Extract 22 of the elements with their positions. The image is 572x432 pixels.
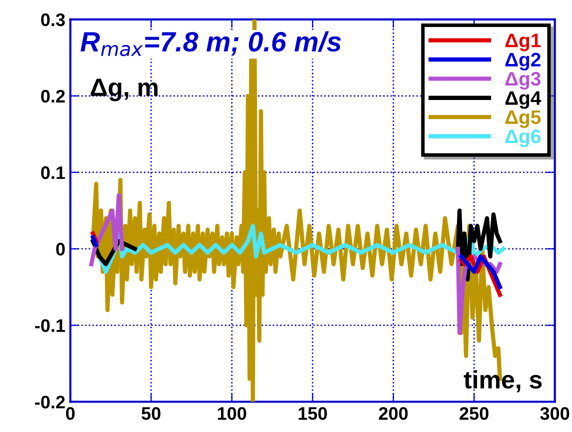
y-tick-label: 0.2 <box>41 90 65 103</box>
legend-label: Δg2 <box>505 52 540 70</box>
annotation: R$_{max}$=7.8 m; 0.6 m/s <box>80 31 341 56</box>
y-tick-label: 0 <box>56 242 65 256</box>
legend-label: Δg4 <box>505 91 542 109</box>
legend-label: Δg5 <box>505 110 541 128</box>
x-tick-label: 300 <box>540 407 570 420</box>
x-tick-label: 250 <box>460 407 488 420</box>
x-axis-title: time, s <box>464 370 542 392</box>
x-tick-label: 100 <box>218 407 246 420</box>
y-tick-label: -0.2 <box>35 396 65 408</box>
y-tick-label: -0.1 <box>35 319 65 332</box>
y-axis-title: Δg, m <box>90 78 158 102</box>
y-tick-label: 0.1 <box>41 166 65 180</box>
x-tick-label: 200 <box>378 407 408 420</box>
legend-label: Δg3 <box>505 72 541 90</box>
x-tick-label: 50 <box>142 407 160 420</box>
y-tick-label: 0.3 <box>41 13 65 26</box>
legend-label: Δg6 <box>505 129 541 148</box>
legend-label: Δg1 <box>505 34 541 52</box>
x-tick-label: 0 <box>66 407 75 420</box>
x-tick-label: 150 <box>298 407 327 420</box>
